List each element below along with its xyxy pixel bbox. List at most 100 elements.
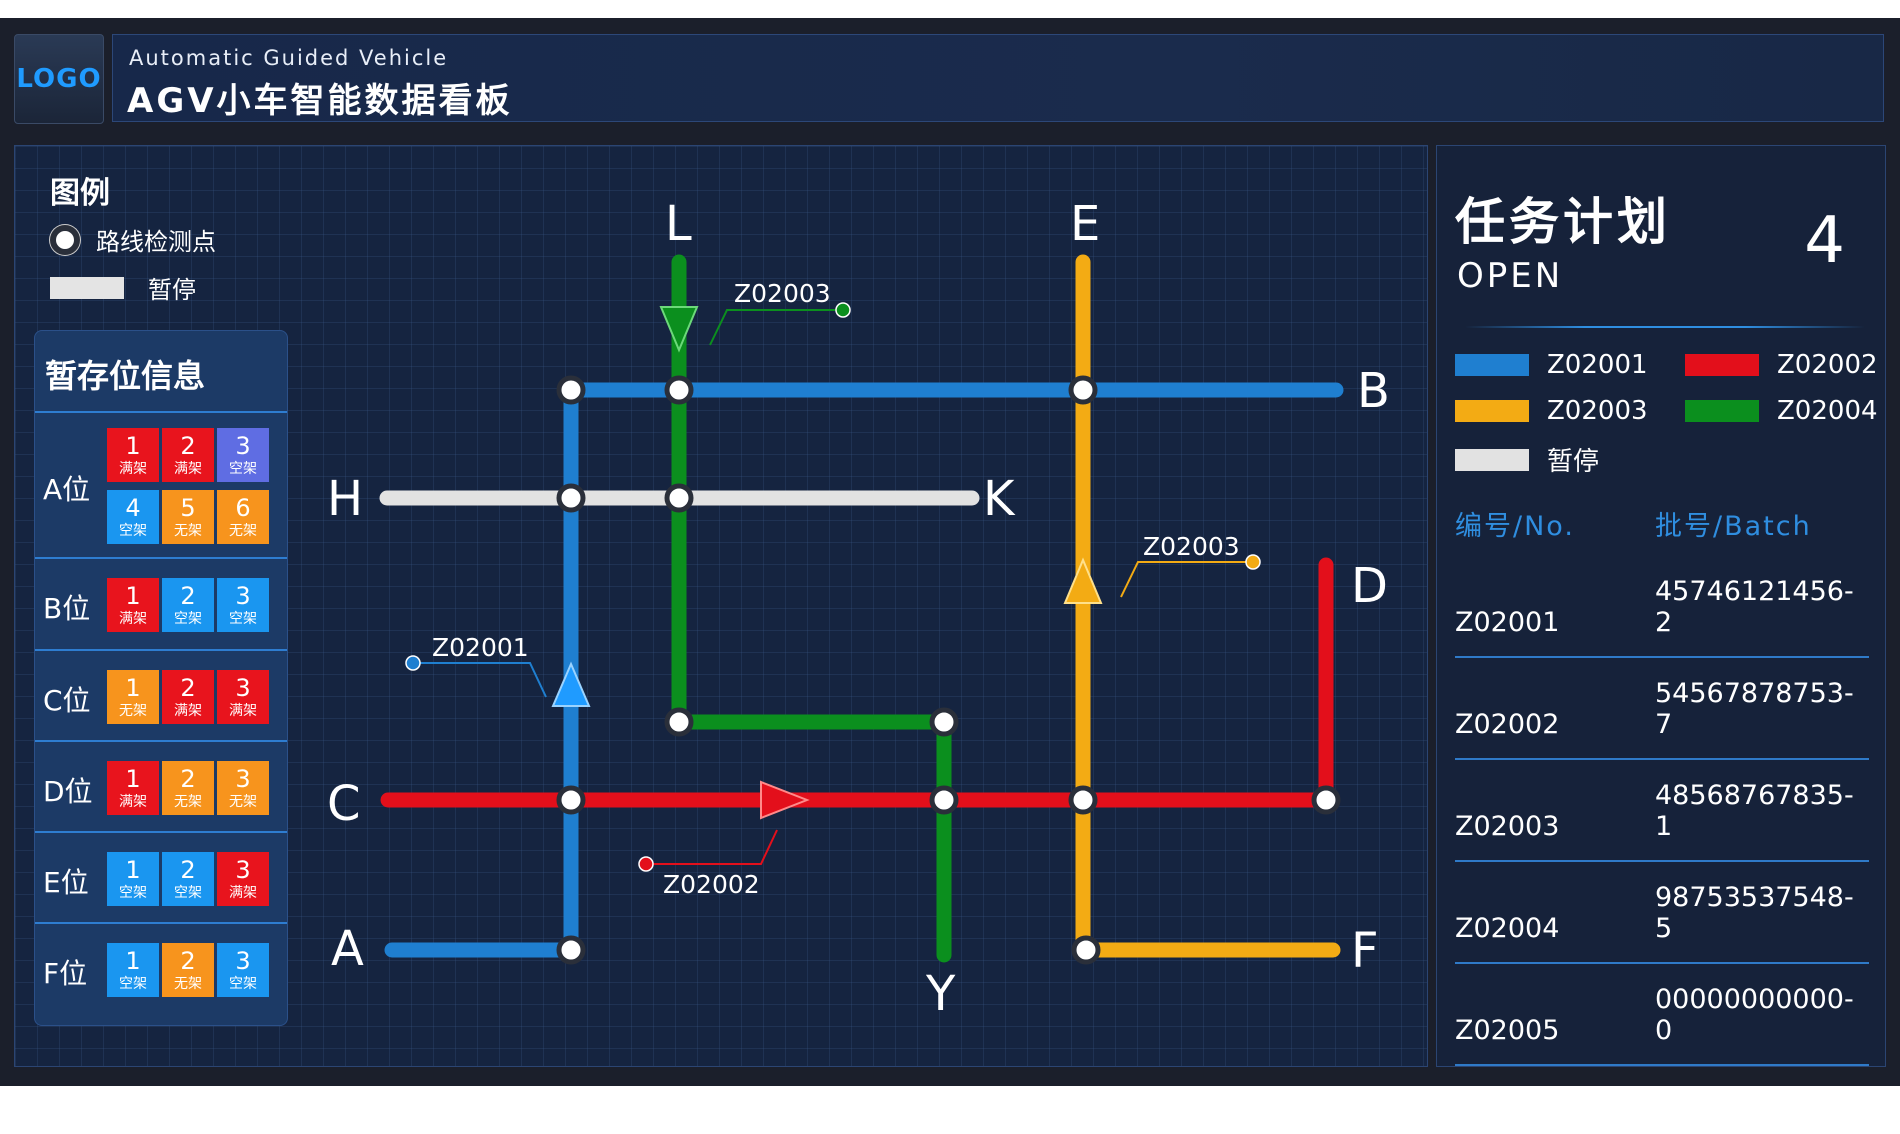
- storage-slot[interactable]: 5 无架: [162, 490, 214, 544]
- task-no: Z02005: [1455, 1015, 1560, 1046]
- slot-number: 1: [125, 673, 141, 702]
- checkpoint: [556, 785, 586, 815]
- slot-status: 满架: [229, 884, 257, 901]
- storage-slot[interactable]: 2 满架: [162, 669, 214, 724]
- callout-blue: Z02001: [405, 633, 547, 698]
- node-label-L: L: [665, 196, 692, 252]
- green-direction-arrow: [659, 306, 699, 353]
- checkpoint: [664, 375, 694, 405]
- task-plan-panel: 任务计划 OPEN 4 Z02001 Z02002 Z02003 Z02004 …: [1436, 145, 1886, 1067]
- task-batch: 98753537548-5: [1655, 882, 1854, 944]
- legend-swatch: [1455, 448, 1529, 471]
- slot-number: 3: [235, 764, 251, 793]
- slot-number: 1: [125, 432, 141, 460]
- task-legend-item: Z02003: [1455, 396, 1648, 426]
- storage-row: B位 1 满架 2 空架 3 空架: [35, 557, 287, 651]
- task-batch: 45746121456-2: [1655, 576, 1854, 638]
- checkpoint: [556, 375, 586, 405]
- task-no: Z02002: [1455, 709, 1560, 740]
- legend-swatch: [1685, 400, 1759, 422]
- checkpoints: [556, 375, 1341, 965]
- storage-slot[interactable]: 1 空架: [107, 943, 159, 997]
- slot-status: 无架: [174, 523, 202, 539]
- legend-label: Z02003: [1547, 396, 1648, 426]
- node-label-F: F: [1351, 923, 1379, 979]
- storage-slot[interactable]: 1 满架: [107, 760, 159, 815]
- checkpoint: [1311, 785, 1341, 815]
- storage-slot[interactable]: 1 满架: [107, 428, 159, 482]
- storage-slot[interactable]: 6 无架: [217, 490, 269, 544]
- slot-number: 2: [180, 855, 196, 884]
- node-label-H: H: [327, 471, 363, 527]
- storage-row: C位 1 无架 2 满架 3 满架: [35, 649, 287, 742]
- legend-checkpoint: 路线检测点: [50, 222, 216, 257]
- storage-slot[interactable]: 4 空架: [107, 490, 159, 544]
- checkpoint: [1068, 375, 1098, 405]
- slot-status: 满架: [119, 793, 147, 810]
- storage-slot[interactable]: 3 满架: [217, 851, 269, 906]
- route-red: [380, 557, 1334, 808]
- checkpoint: [664, 707, 694, 737]
- slot-number: 1: [125, 947, 141, 975]
- task-legend-item: Z02004: [1685, 396, 1878, 426]
- slot-status: 空架: [174, 611, 202, 627]
- checkpoint: [1068, 785, 1098, 815]
- slot-status: 无架: [229, 523, 257, 539]
- storage-slot[interactable]: 3 无架: [217, 760, 269, 815]
- slot-number: 3: [235, 947, 251, 975]
- task-batch: 48568767835-1: [1655, 780, 1854, 842]
- task-legend-item: Z02001: [1455, 350, 1648, 380]
- task-no: Z02001: [1455, 607, 1560, 638]
- callout-red-dot: [638, 856, 654, 872]
- storage-slot[interactable]: 2 空架: [162, 851, 214, 906]
- storage-slot[interactable]: 3 满架: [217, 669, 269, 724]
- task-row[interactable]: Z02005 00000000000-0: [1455, 964, 1869, 1066]
- node-label-A: A: [331, 921, 364, 977]
- checkpoint: [1071, 935, 1101, 965]
- legend-swatch: [1685, 354, 1759, 376]
- callout-blue-leader: [413, 662, 547, 698]
- storage-slot[interactable]: 3 空架: [217, 943, 269, 997]
- storage-slot[interactable]: 1 无架: [107, 669, 159, 724]
- slot-number: 6: [235, 494, 251, 522]
- legend-pause: 暂停: [50, 270, 196, 305]
- task-row[interactable]: Z02003 48568767835-1: [1455, 760, 1869, 862]
- storage-slot[interactable]: 2 空架: [162, 578, 214, 632]
- storage-slot[interactable]: 2 无架: [162, 943, 214, 997]
- slot-number: 2: [180, 673, 196, 702]
- yellow-direction-arrow: [1063, 557, 1103, 604]
- storage-row-label: C位: [43, 683, 91, 717]
- storage-slot[interactable]: 3 空架: [217, 428, 269, 482]
- task-count: 4: [1804, 204, 1845, 278]
- task-batch: 54567878753-7: [1655, 678, 1854, 740]
- callout-red: Z02002: [638, 829, 778, 899]
- slot-number: 3: [235, 582, 251, 610]
- legend-swatch: [1455, 400, 1529, 422]
- storage-row: E位 1 空架 2 空架 3 满架: [35, 831, 287, 924]
- node-label-B: B: [1357, 363, 1390, 419]
- node-label-K: K: [983, 471, 1016, 527]
- task-status: OPEN: [1457, 256, 1564, 296]
- task-row[interactable]: Z02004 98753537548-5: [1455, 862, 1869, 964]
- slot-number: 3: [235, 432, 251, 460]
- storage-slot[interactable]: 2 满架: [162, 428, 214, 482]
- red-direction-arrow: [760, 780, 810, 820]
- page-title: AGV小车智能数据看板: [127, 81, 513, 121]
- callout-red-label: Z02002: [663, 870, 760, 899]
- storage-slot[interactable]: 2 无架: [162, 760, 214, 815]
- task-row[interactable]: Z02002 54567878753-7: [1455, 658, 1869, 760]
- blue-direction-arrow: [551, 661, 591, 707]
- legend-label: Z02004: [1777, 396, 1878, 426]
- task-row[interactable]: Z02001 45746121456-2: [1455, 556, 1869, 658]
- storage-slot[interactable]: 3 空架: [217, 578, 269, 632]
- storage-row-label: F位: [43, 957, 88, 990]
- storage-title: 暂存位信息: [45, 357, 206, 395]
- storage-slot[interactable]: 1 空架: [107, 851, 159, 906]
- legend-label: Z02002: [1777, 350, 1878, 380]
- slot-number: 4: [125, 494, 141, 522]
- slot-status: 空架: [229, 976, 257, 992]
- slot-status: 满架: [119, 611, 147, 627]
- header-subtitle: Automatic Guided Vehicle: [129, 46, 449, 70]
- storage-slot[interactable]: 1 满架: [107, 578, 159, 632]
